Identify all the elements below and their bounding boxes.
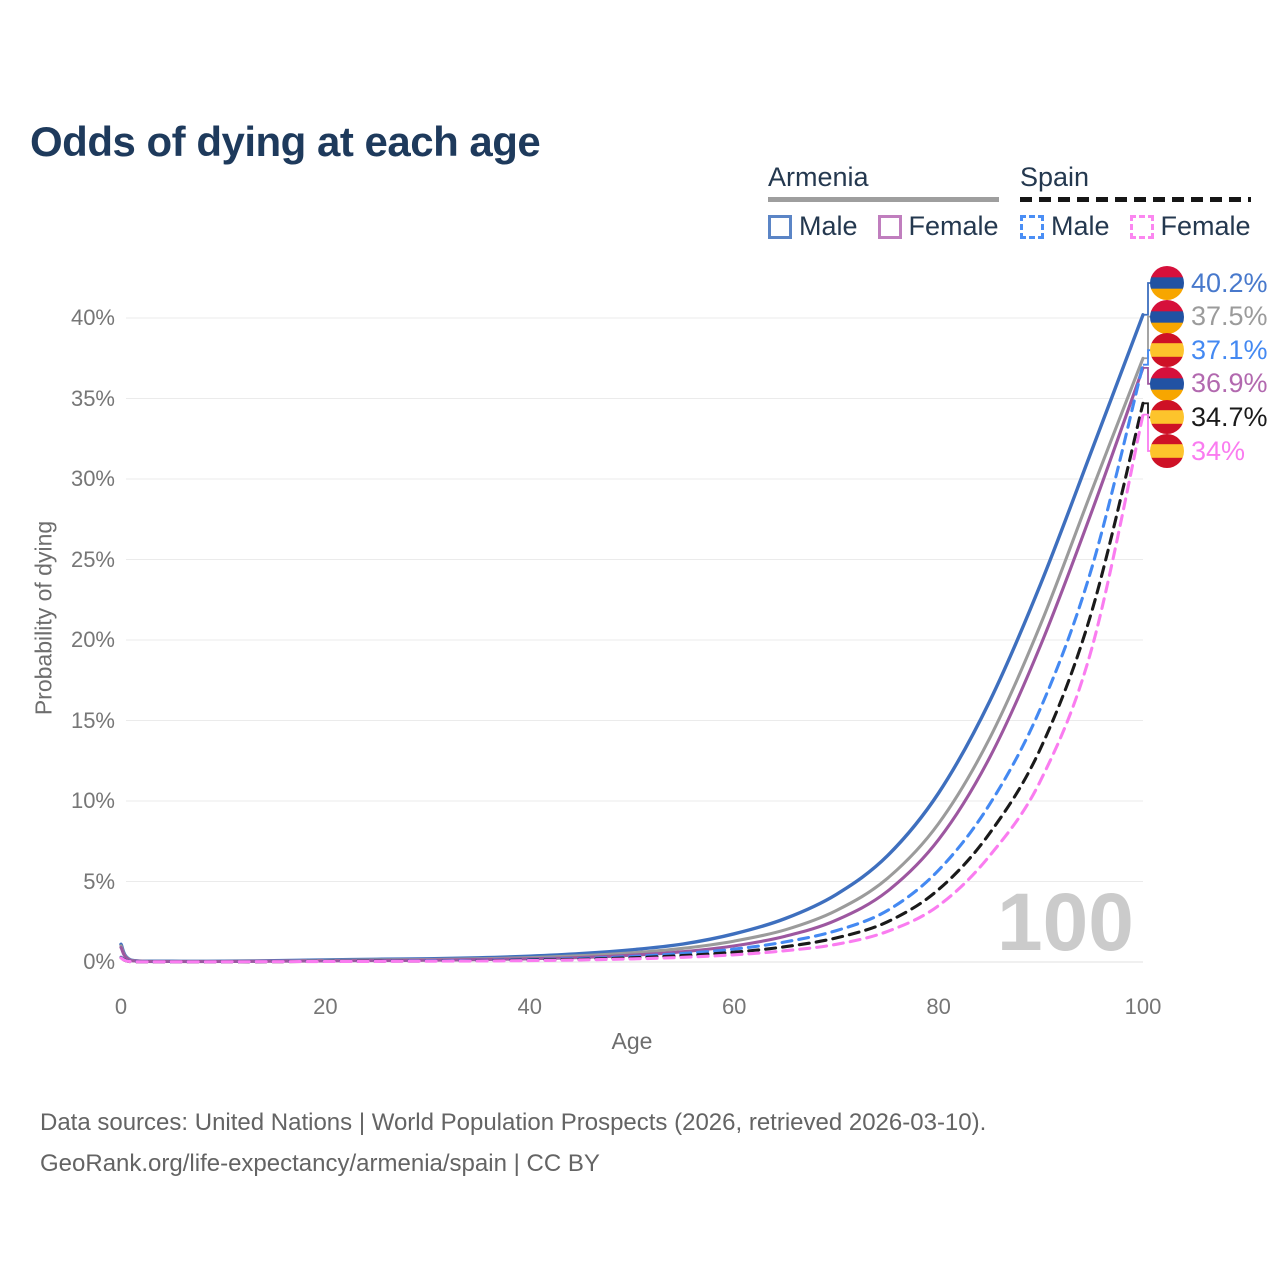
checkbox-icon-spain-male[interactable] (1020, 214, 1044, 239)
end-label-armenia-male: 40.2% (1150, 266, 1268, 300)
end-label-value: 40.2% (1191, 267, 1268, 298)
spain-flag-icon (1150, 400, 1184, 435)
spain-flag-icon (1150, 333, 1184, 368)
legend-label-armenia-male: Male (799, 211, 858, 241)
series-line-spain-both (119, 401, 1145, 964)
end-label-value: 34% (1191, 435, 1246, 466)
checkbox-icon-spain-female[interactable] (1129, 214, 1154, 239)
legend-item-spain-male[interactable]: Male (1020, 211, 1110, 242)
end-label-spain-both: 34.7% (1150, 400, 1268, 435)
end-label-spain-female: 34% (1150, 434, 1245, 468)
y-axis-title: Probability of dying (30, 520, 57, 716)
end-label-value: 37.5% (1191, 301, 1268, 332)
legend-label-spain-female: Female (1160, 211, 1251, 241)
legend-label-spain-male: Male (1051, 211, 1110, 241)
legend-item-armenia-female[interactable]: Female (877, 211, 999, 242)
age-watermark: 100 (997, 877, 1134, 968)
legend-label-armenia-female: Female (908, 211, 999, 241)
armenia-solid-line-sample (768, 197, 999, 202)
y-tick-label: 25% (70, 546, 115, 572)
x-tick-label: 80 (926, 994, 951, 1019)
series-line-spain-female (119, 413, 1145, 964)
series-line-spain-male (119, 363, 1145, 964)
series-line-armenia-female (119, 366, 1145, 964)
x-tick-label: 0 (114, 994, 128, 1019)
x-tick-label: 100 (1124, 994, 1162, 1019)
footer-attribution: GeoRank.org/life-expectancy/armenia/spai… (40, 1150, 600, 1177)
y-tick-label: 0% (83, 949, 115, 974)
legend-header-spain: Spain (1020, 162, 1090, 192)
end-label-armenia-both: 37.5% (1150, 299, 1268, 334)
y-tick-label: 35% (70, 385, 115, 411)
armenia-flag-icon (1150, 266, 1184, 300)
y-tick-label: 5% (83, 868, 115, 894)
leader-line-spain-both (1143, 402, 1152, 419)
armenia-flag-icon (1150, 299, 1184, 334)
legend-item-spain-female[interactable]: Female (1129, 211, 1251, 242)
x-axis-title: Age (611, 1028, 653, 1054)
end-label-value: 36.9% (1191, 368, 1268, 399)
leader-line-spain-male (1143, 349, 1152, 366)
legend-item-armenia-male[interactable]: Male (768, 211, 858, 242)
page-title: Odds of dying at each age (30, 118, 541, 166)
y-tick-label: 40% (70, 305, 115, 330)
spain-dashed-line-sample (1020, 197, 1251, 202)
legend-group-armenia: Armenia Male Female (768, 162, 999, 242)
end-label-spain-male: 37.1% (1150, 333, 1268, 368)
x-tick-label: 60 (721, 994, 747, 1019)
y-tick-label: 10% (70, 788, 115, 813)
y-tick-label: 15% (70, 707, 115, 733)
end-label-value: 37.1% (1191, 334, 1268, 365)
end-label-value: 34.7% (1191, 401, 1268, 432)
leader-line-armenia-both (1143, 315, 1152, 360)
y-tick-label: 20% (70, 627, 115, 652)
y-tick-label: 30% (70, 466, 115, 491)
armenia-flag-icon (1150, 366, 1184, 401)
checkbox-icon-armenia-female[interactable] (877, 214, 902, 239)
legend-group-spain: Spain Male Female (1020, 162, 1251, 242)
series-line-armenia-male (119, 313, 1145, 964)
spain-flag-icon (1150, 434, 1184, 468)
x-tick-label: 40 (517, 994, 543, 1019)
checkbox-icon-armenia-male[interactable] (768, 214, 792, 239)
series-line-armenia-both (119, 356, 1145, 963)
legend-header-armenia: Armenia (768, 162, 869, 192)
end-label-armenia-female: 36.9% (1150, 366, 1268, 401)
footer: Data sources: United Nations | World Pop… (40, 1102, 986, 1184)
footer-data-sources: Data sources: United Nations | World Pop… (40, 1109, 987, 1136)
x-tick-label: 20 (313, 994, 338, 1019)
